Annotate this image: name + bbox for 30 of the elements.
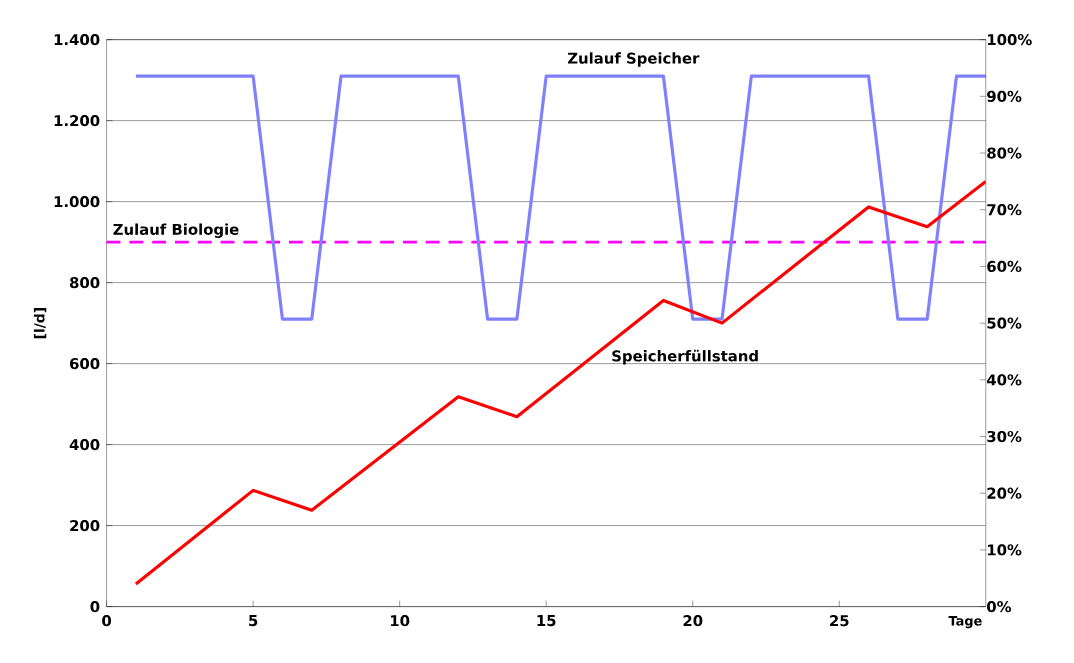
x-tick-label: 15 bbox=[537, 615, 556, 627]
y2-tick-label: 30% bbox=[987, 430, 1022, 443]
ref-line-label: Zulauf Biologie bbox=[113, 223, 239, 238]
y-tick-label: 1.400 bbox=[54, 33, 100, 46]
series-label: Zulauf Speicher bbox=[567, 52, 700, 67]
y2-tick-label: 100% bbox=[988, 33, 1032, 46]
y2-tick-label: 60% bbox=[987, 260, 1022, 273]
x-tick-label: 0 bbox=[102, 615, 112, 627]
x-tick-label: 10 bbox=[390, 615, 410, 627]
y-tick-label: 400 bbox=[69, 438, 100, 451]
y-tick-label: 0 bbox=[90, 600, 100, 613]
y2-tick-label: 40% bbox=[986, 374, 1022, 386]
y-tick-label: 200 bbox=[70, 519, 100, 532]
series-label: Speicherfüllstand bbox=[612, 349, 758, 365]
y-tick-label: 1.000 bbox=[54, 195, 100, 208]
y-tick-label: 600 bbox=[70, 357, 100, 370]
x-tick-label: 25 bbox=[830, 615, 849, 627]
x-tick-label: 5 bbox=[249, 615, 258, 627]
y-tick-label: 800 bbox=[69, 276, 100, 289]
x-tick-label: 20 bbox=[683, 615, 703, 627]
y2-tick-label: 10% bbox=[988, 544, 1022, 556]
y2-tick-label: 90% bbox=[987, 90, 1022, 102]
y2-tick-label: 0% bbox=[987, 600, 1012, 613]
y-axis-title: [l/d] bbox=[33, 308, 47, 339]
y2-tick-label: 20% bbox=[987, 487, 1022, 499]
y2-tick-label: 80% bbox=[987, 147, 1022, 159]
x-axis-title: Tage bbox=[948, 616, 982, 629]
y2-tick-label: 50% bbox=[987, 317, 1022, 329]
y-tick-label: 1.200 bbox=[54, 114, 100, 127]
y2-tick-label: 70% bbox=[987, 204, 1022, 216]
